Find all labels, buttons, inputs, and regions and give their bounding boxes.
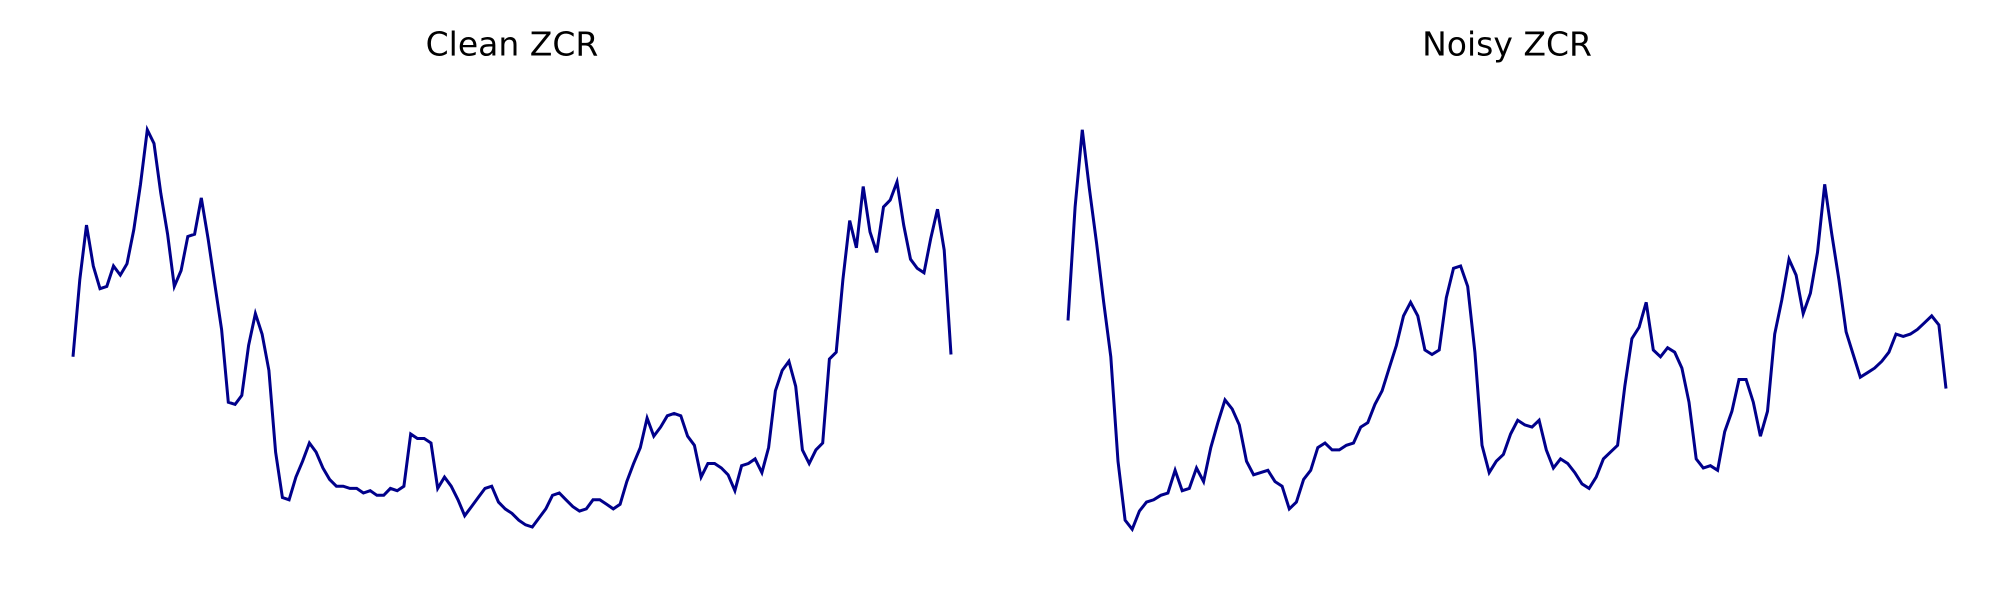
panel-clean-zcr: Clean ZCR: [71, 25, 953, 529]
clean-zcr-line: [71, 124, 953, 529]
noisy-zcr-line: [1066, 129, 1948, 533]
clean-zcr-title: Clean ZCR: [426, 25, 599, 64]
panel-noisy-zcr: Noisy ZCR: [1066, 25, 1948, 533]
noisy-zcr-title: Noisy ZCR: [1422, 25, 1592, 64]
